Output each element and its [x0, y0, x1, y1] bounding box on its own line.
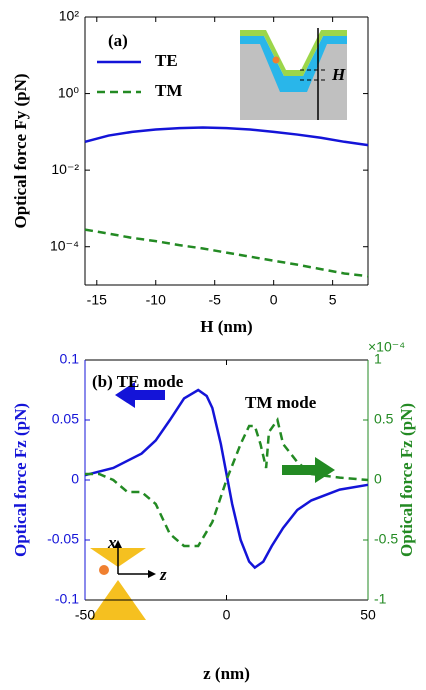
- y-axis-label: Optical force Fy (pN): [11, 73, 30, 228]
- y-tick-label: 0.1: [60, 351, 80, 367]
- legend-label: TE: [155, 51, 178, 70]
- y-tick-label: 10⁻²: [51, 161, 79, 177]
- y2-exponent: ×10⁻⁴: [368, 339, 405, 355]
- series-line: [85, 417, 369, 548]
- x-axis-label: z (nm): [203, 664, 250, 683]
- y2-tick-label: 0.5: [374, 411, 394, 427]
- x-tick-label: 0: [223, 607, 231, 623]
- x-tick-label: 0: [270, 292, 278, 308]
- y2-axis-label: Optical force Fz (pN): [397, 403, 416, 557]
- x-axis-label: H (nm): [200, 317, 252, 336]
- panel-label: (a): [108, 31, 128, 50]
- inset-label: z: [159, 565, 167, 584]
- legend-label: TM: [155, 81, 182, 100]
- annotation: TM mode: [245, 393, 317, 412]
- x-tick-label: -15: [87, 292, 107, 308]
- x-tick-label: 5: [329, 292, 337, 308]
- bowtie-inset: [90, 540, 156, 620]
- y2-tick-label: -0.5: [374, 531, 398, 547]
- y-tick-label: 10⁻⁴: [50, 237, 79, 253]
- annotation: (b) TE mode: [92, 372, 184, 391]
- inset-label: x: [107, 533, 117, 552]
- x-tick-label: -10: [146, 292, 166, 308]
- x-tick-label: -50: [75, 607, 95, 623]
- series-line: [84, 388, 369, 570]
- arrow: [282, 457, 335, 483]
- inset-diagram: [240, 28, 347, 120]
- y2-tick-label: 0: [374, 471, 382, 487]
- y2-tick-label: -1: [374, 591, 387, 607]
- y2-tick-label: 1: [374, 351, 382, 367]
- series-line: [84, 126, 369, 147]
- x-tick-label: 50: [360, 607, 376, 623]
- series-line: [84, 228, 369, 278]
- y-tick-label: -0.1: [55, 591, 79, 607]
- y-tick-label: 0: [71, 471, 79, 487]
- x-tick-label: -5: [208, 292, 221, 308]
- y-tick-label: -0.05: [47, 531, 79, 547]
- y-tick-label: 10⁰: [58, 84, 80, 100]
- inset-label: H: [331, 65, 346, 84]
- y-tick-label: 10²: [59, 8, 80, 24]
- y-tick-label: 0.05: [52, 411, 79, 427]
- y-axis-label: Optical force Fz (pN): [11, 403, 30, 557]
- arrow: [115, 382, 165, 408]
